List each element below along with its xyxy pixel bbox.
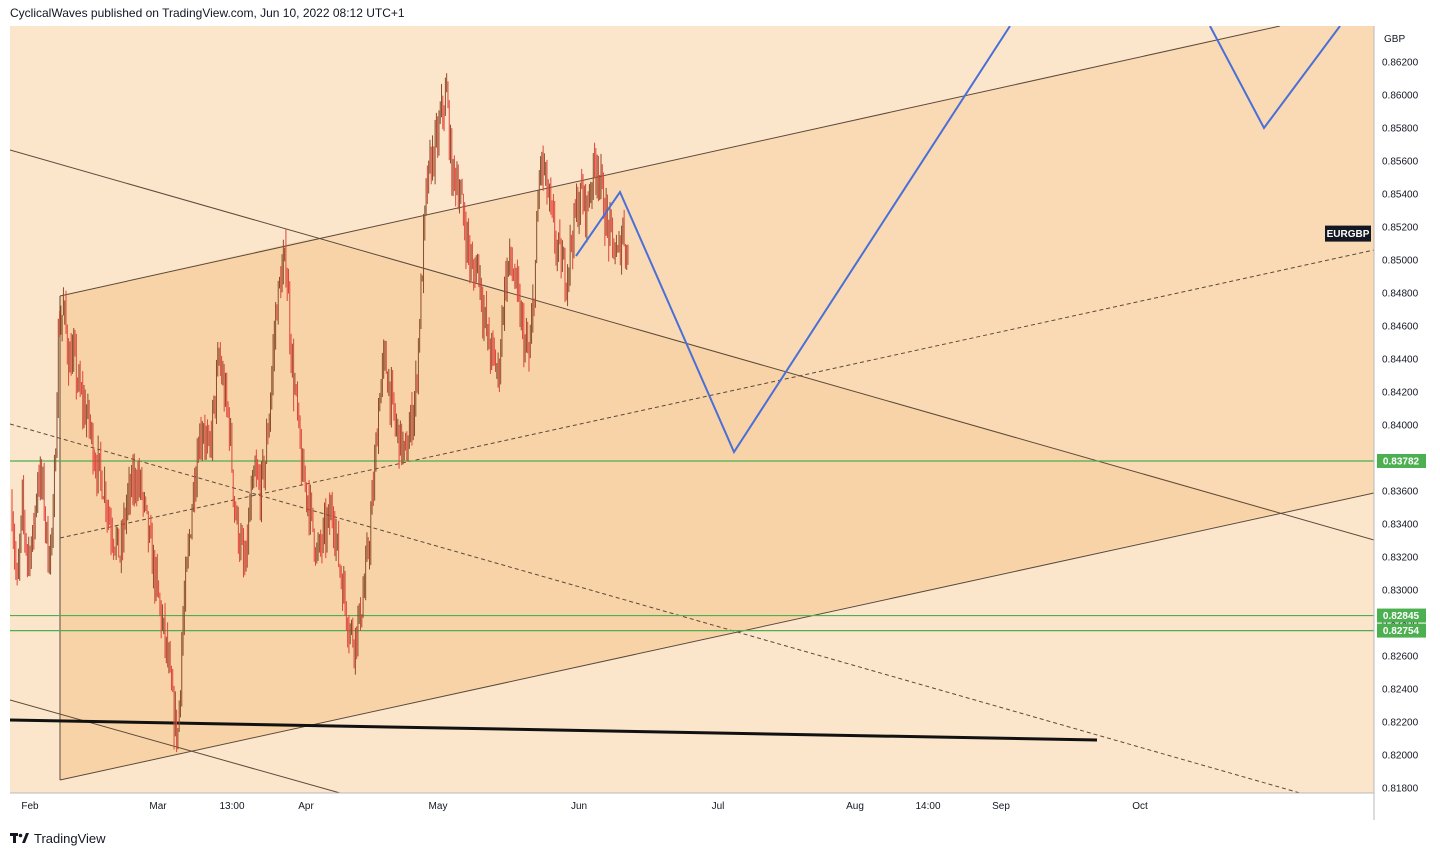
level-tag-bg-0: [1377, 453, 1426, 468]
currency-label: GBP: [1384, 34, 1405, 45]
y-tick-label: 0.83000: [1382, 586, 1419, 597]
y-tick-label: 0.84600: [1382, 322, 1419, 333]
x-tick-label: Oct: [1132, 801, 1148, 812]
level-tag-bg-1: [1377, 608, 1426, 623]
y-tick-label: 0.85400: [1382, 190, 1419, 201]
rising-channel-fill: [60, 26, 1374, 780]
x-tick-label: 14:00: [915, 801, 940, 812]
x-tick-label: Aug: [846, 801, 864, 812]
y-tick-label: 0.83600: [1382, 487, 1419, 498]
footer: TradingView: [10, 829, 106, 847]
x-tick-label: Sep: [992, 801, 1010, 812]
plot-area: [10, 26, 1374, 793]
y-tick-label: 0.83400: [1382, 520, 1419, 531]
projected-wave-path-2: [1209, 26, 1341, 130]
y-tick-label: 0.82400: [1382, 685, 1419, 696]
candles: [11, 73, 629, 753]
y-tick-label: 0.84200: [1382, 388, 1419, 399]
descending-lower-line: [10, 699, 341, 793]
level-tag-2: 0.82754: [1383, 626, 1420, 637]
x-tick-label: 13:00: [219, 801, 244, 812]
level-tag-1: 0.82845: [1383, 611, 1420, 622]
x-tick-label: May: [429, 801, 448, 812]
level-tag-bg-2: [1377, 623, 1426, 638]
x-tick-label: Jun: [571, 801, 587, 812]
triangle-fill: [60, 238, 1280, 780]
level-tag-0: 0.83782: [1383, 456, 1420, 467]
x-tick-label: Jul: [712, 801, 725, 812]
footer-brand[interactable]: TradingView: [34, 830, 106, 846]
y-tick-label: 0.86000: [1382, 91, 1419, 102]
y-tick-label: 0.85600: [1382, 157, 1419, 168]
y-tick-label: 0.84800: [1382, 289, 1419, 300]
symbol-tag-bg: [1325, 225, 1371, 242]
channel-upper-line: [59, 26, 1281, 297]
symbol-tag: EURGBP: [1327, 229, 1370, 240]
channel-midline: [59, 249, 1374, 539]
x-tick-label: Mar: [149, 801, 167, 812]
tradingview-logo-icon[interactable]: [10, 831, 30, 845]
publisher-line: CyclicalWaves published on TradingView.c…: [10, 6, 405, 20]
y-tick-label: 0.82600: [1382, 652, 1419, 663]
x-tick-label: Feb: [21, 801, 39, 812]
x-tick-label: Apr: [298, 801, 314, 812]
y-tick-label: 0.83200: [1382, 553, 1419, 564]
y-tick-label: 0.85000: [1382, 256, 1419, 267]
y-tick-label: 0.82000: [1382, 751, 1419, 762]
y-tick-label: 0.85200: [1382, 223, 1419, 234]
y-tick-label: 0.81800: [1382, 784, 1419, 795]
y-tick-label: 0.84000: [1382, 421, 1419, 432]
y-tick-label: 0.82200: [1382, 718, 1419, 729]
projected-wave-path: [575, 26, 1011, 455]
y-tick-label: 0.85800: [1382, 124, 1419, 135]
support-line-thick: [10, 718, 1098, 742]
channel-lower-line: [59, 492, 1374, 781]
y-tick-label: 0.84400: [1382, 355, 1419, 366]
descending-resistance-line: [10, 149, 1374, 541]
y-tick-label: 0.86200: [1382, 58, 1419, 69]
